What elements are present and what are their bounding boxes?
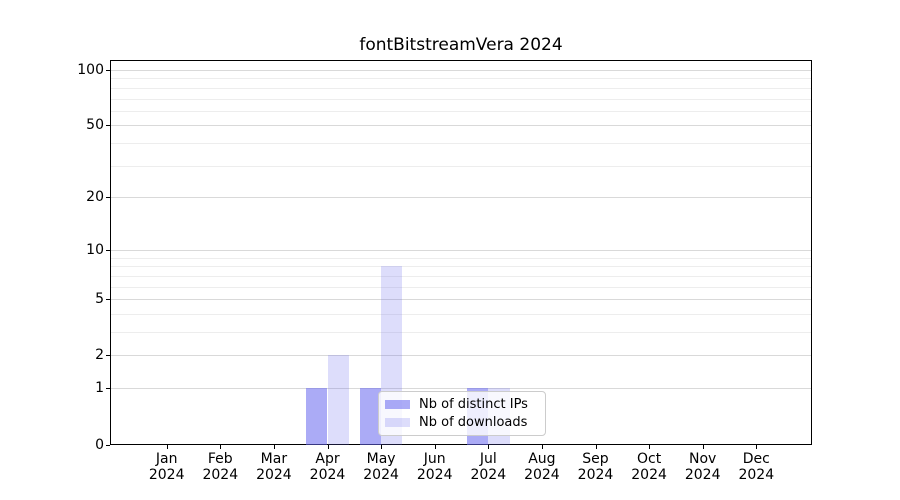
x-tick-label-dec: Dec 2024 bbox=[738, 451, 775, 483]
bar-distinct-ips-May bbox=[359, 388, 382, 445]
gridline-minor-80 bbox=[111, 87, 811, 89]
y-tick-0 bbox=[106, 444, 110, 446]
y-tick-5 bbox=[106, 299, 110, 301]
x-tick-label-jun: Jun 2024 bbox=[416, 451, 453, 483]
x-tick-label-oct: Oct 2024 bbox=[631, 451, 667, 483]
gridline-major-100 bbox=[111, 70, 811, 71]
y-tick-label-1: 1 bbox=[95, 380, 104, 397]
x-tick-apr bbox=[327, 445, 329, 449]
x-tick-oct bbox=[649, 445, 651, 449]
gridline-major-1 bbox=[111, 388, 811, 390]
gridline-major-10 bbox=[111, 249, 811, 251]
x-tick-jul bbox=[488, 445, 490, 449]
gridline-minor-90 bbox=[111, 78, 811, 80]
x-tick-feb bbox=[220, 445, 222, 449]
gridline-minor-3 bbox=[111, 332, 811, 333]
gridline-major-50 bbox=[111, 125, 811, 127]
x-tick-label-apr: Apr 2024 bbox=[309, 451, 346, 483]
chart-title: fontBitstreamVera 2024 bbox=[359, 35, 563, 55]
legend-swatch-downloads bbox=[385, 417, 410, 427]
plot-area bbox=[110, 60, 812, 445]
legend: Nb of distinct IPs Nb of downloads bbox=[378, 391, 546, 436]
x-tick-aug bbox=[541, 445, 543, 449]
x-tick-jun bbox=[434, 445, 436, 449]
x-tick-label-nov: Nov 2024 bbox=[684, 451, 721, 483]
gridline-minor-7 bbox=[111, 275, 811, 277]
y-tick-50 bbox=[106, 125, 110, 127]
legend-swatch-distinct-ips bbox=[385, 400, 410, 410]
x-tick-label-sep: Sep 2024 bbox=[577, 451, 614, 483]
legend-row-downloads: Nb of downloads bbox=[385, 415, 537, 430]
legend-row-distinct-ips: Nb of distinct IPs bbox=[385, 397, 537, 412]
y-tick-label-10: 10 bbox=[86, 241, 104, 258]
gridline-minor-6 bbox=[111, 286, 811, 288]
y-tick-label-0: 0 bbox=[95, 436, 104, 453]
y-tick-label-5: 5 bbox=[95, 291, 104, 308]
x-tick-jan bbox=[166, 445, 168, 449]
gridline-minor-8 bbox=[111, 266, 811, 268]
y-tick-label-2: 2 bbox=[95, 347, 104, 364]
x-tick-label-aug: Aug 2024 bbox=[524, 451, 560, 483]
gridline-minor-4 bbox=[111, 313, 811, 315]
x-tick-label-jul: Jul 2024 bbox=[470, 451, 507, 483]
x-tick-dec bbox=[756, 445, 758, 449]
y-tick-label-50: 50 bbox=[86, 117, 104, 134]
gridline-major-2 bbox=[111, 355, 811, 357]
y-tick-label-100: 100 bbox=[77, 62, 104, 78]
x-tick-label-may: May 2024 bbox=[363, 451, 399, 483]
y-tick-100 bbox=[106, 70, 110, 71]
gridline-minor-70 bbox=[111, 98, 811, 100]
y-tick-1 bbox=[106, 388, 110, 390]
x-tick-mar bbox=[273, 445, 275, 449]
bar-distinct-ips-Apr bbox=[306, 388, 328, 445]
gridline-major-20 bbox=[111, 197, 811, 199]
x-tick-label-jan: Jan 2024 bbox=[148, 451, 185, 483]
y-tick-2 bbox=[106, 355, 110, 357]
gridline-minor-60 bbox=[111, 110, 811, 112]
x-tick-nov bbox=[702, 445, 704, 449]
y-tick-20 bbox=[106, 197, 110, 199]
x-tick-label-mar: Mar 2024 bbox=[256, 451, 292, 483]
bar-downloads-Apr bbox=[327, 355, 349, 445]
y-tick-label-20: 20 bbox=[86, 189, 104, 206]
y-tick-10 bbox=[106, 249, 110, 251]
legend-label-distinct-ips: Nb of distinct IPs bbox=[419, 397, 528, 413]
gridline-minor-9 bbox=[111, 257, 811, 259]
x-tick-may bbox=[381, 445, 383, 449]
legend-label-downloads: Nb of downloads bbox=[419, 414, 528, 430]
gridline-minor-30 bbox=[111, 165, 811, 167]
x-tick-label-feb: Feb 2024 bbox=[202, 451, 239, 483]
x-tick-sep bbox=[595, 445, 597, 449]
gridline-major-5 bbox=[111, 299, 811, 301]
gridline-minor-40 bbox=[111, 143, 811, 145]
